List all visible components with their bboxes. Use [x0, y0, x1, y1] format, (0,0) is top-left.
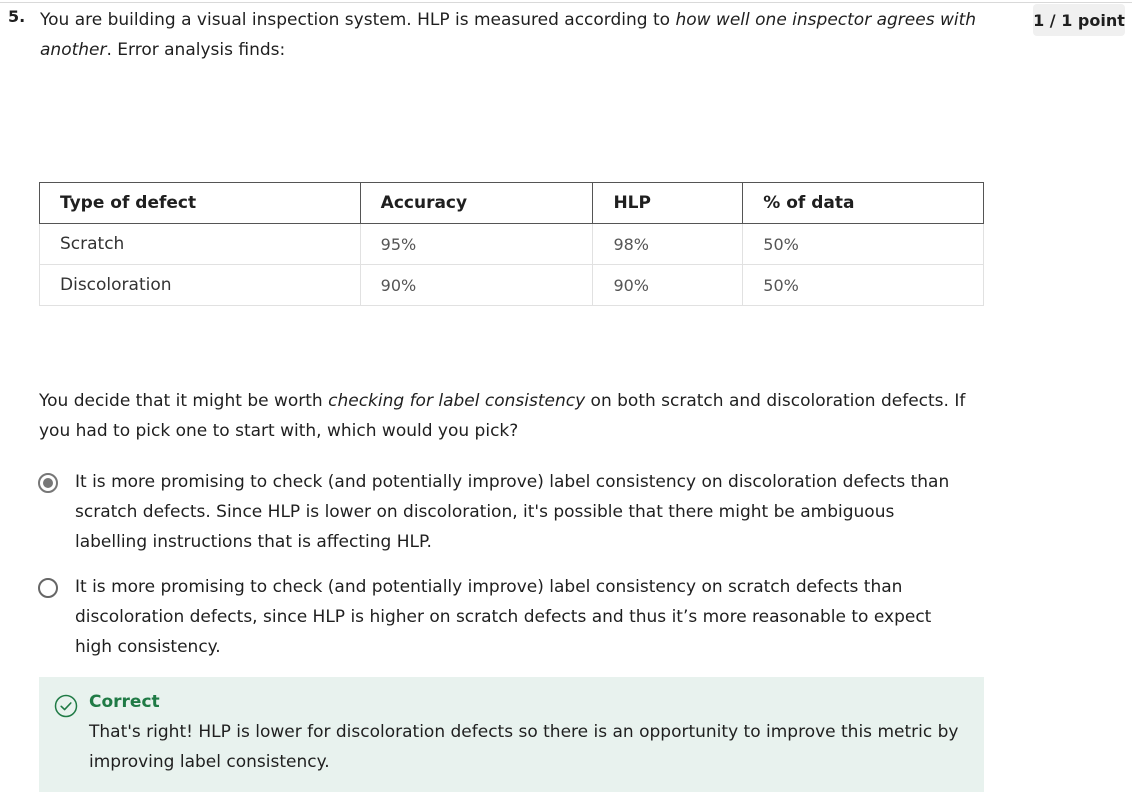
table-cell: Discoloration	[39, 264, 361, 306]
question-text: You are building a visual inspection sys…	[40, 10, 977, 60]
top-divider	[0, 2, 1132, 3]
question-prompt: You decide that it might be worth checki…	[39, 391, 966, 441]
table-cell: 90%	[359, 264, 594, 306]
column-header: Accuracy	[359, 182, 594, 224]
table-row: Discoloration 90% 90% 50%	[39, 264, 984, 306]
error-analysis-table: Type of defect Accuracy HLP % of data Sc…	[39, 182, 984, 306]
table-cell: 50%	[742, 223, 984, 265]
option-text: It is more promising to check (and poten…	[75, 472, 950, 552]
column-header: % of data	[742, 182, 984, 224]
table-row: Scratch 95% 98% 50%	[39, 223, 984, 265]
table-cell: 50%	[742, 264, 984, 306]
table-cell: 95%	[359, 223, 594, 265]
option-text: It is more promising to check (and poten…	[75, 577, 932, 657]
column-header: HLP	[592, 182, 744, 224]
feedback-text: That's right! HLP is lower for discolora…	[89, 722, 959, 772]
column-header: Type of defect	[39, 182, 361, 224]
feedback-title: Correct	[89, 692, 160, 712]
table-cell: 98%	[592, 223, 744, 265]
question-number: 5.	[8, 7, 26, 26]
feedback-panel: Correct That's right! HLP is lower for d…	[39, 677, 984, 792]
table-header-row: Type of defect Accuracy HLP % of data	[39, 182, 984, 224]
radio-button-selected[interactable]	[38, 473, 58, 493]
answer-option-discoloration[interactable]: It is more promising to check (and poten…	[38, 467, 958, 557]
radio-button[interactable]	[38, 578, 58, 598]
answer-option-scratch[interactable]: It is more promising to check (and poten…	[38, 572, 958, 662]
table-cell: 90%	[592, 264, 744, 306]
points-badge: 1 / 1 point	[1033, 4, 1125, 36]
check-circle-icon	[54, 694, 78, 718]
table-cell: Scratch	[39, 223, 361, 265]
